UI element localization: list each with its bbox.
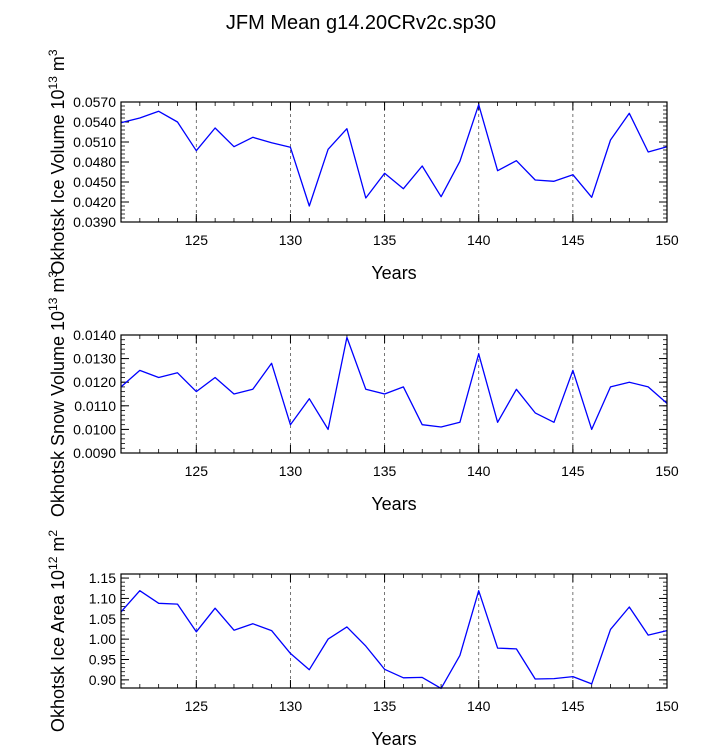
x-tick-label: 145 (561, 232, 585, 248)
x-tick-label: 145 (561, 698, 585, 714)
x-tick-label: 150 (655, 463, 679, 479)
x-tick-label: 140 (467, 698, 491, 714)
y-tick-label: 1.15 (89, 570, 116, 586)
y-tick-label: 0.90 (89, 672, 116, 688)
x-tick-label: 150 (655, 698, 679, 714)
y-axis-label: Okhotsk Snow Volume 1013 m3 (46, 271, 68, 517)
panel-3: 125 130 135 140 145 150 0.90 0.95 1.00 1.05 1.10 1.… (46, 530, 679, 748)
x-tick-label: 125 (185, 463, 209, 479)
x-tick-label: 135 (373, 463, 397, 479)
x-tick-label: 135 (373, 698, 397, 714)
x-axis-label: Years (371, 729, 416, 748)
x-tick-label: 135 (373, 232, 397, 248)
plot-frame (120, 573, 668, 689)
series-line (120, 590, 668, 690)
y-tick-label: 0.0100 (73, 421, 116, 437)
x-tick-label: 130 (279, 232, 303, 248)
y-tick-label: 1.10 (89, 590, 116, 606)
y-tick-label: 0.0540 (73, 114, 116, 130)
y-tick-label: 0.0110 (74, 398, 116, 414)
x-tick-label: 125 (185, 698, 209, 714)
y-tick-label: 1.05 (89, 611, 116, 627)
y-tick-label: 0.0390 (73, 214, 116, 230)
x-tick-label: 130 (279, 463, 303, 479)
y-tick-label: 0.0570 (73, 94, 116, 110)
y-tick-label: 0.0130 (73, 351, 116, 367)
y-tick-label: 0.95 (89, 652, 116, 668)
y-axis-label: Okhotsk Ice Area 1012 m2 (46, 530, 68, 732)
y-tick-label: 0.0120 (73, 374, 116, 390)
series-line (120, 336, 668, 431)
panel-2: 125 130 135 140 145 150 0.0090 0.0100 0.0110 0.01… (46, 271, 679, 517)
y-tick-label: 1.00 (89, 631, 116, 647)
y-tick-label: 0.0450 (73, 174, 116, 190)
x-tick-label: 145 (561, 463, 585, 479)
plot-frame (120, 101, 668, 223)
y-tick-label: 0.0090 (73, 445, 116, 461)
panel-1: 125 130 135 140 145 150 0.0390 0.0420 0.0450 0.04… (46, 49, 679, 283)
y-tick-label: 0.0510 (73, 134, 116, 150)
x-axis-label: Years (371, 494, 416, 514)
x-tick-label: 130 (279, 698, 303, 714)
y-tick-label: 0.0420 (73, 194, 116, 210)
x-tick-label: 125 (185, 232, 209, 248)
x-tick-label: 140 (467, 463, 491, 479)
y-axis-label: Okhotsk Ice Volume 1013 m3 (46, 49, 68, 274)
plot-frame (120, 334, 668, 454)
y-tick-label: 0.0480 (73, 154, 116, 170)
series-line (120, 104, 668, 207)
y-tick-label: 0.0140 (73, 327, 116, 343)
chart-title: JFM Mean g14.20CRv2c.sp30 (226, 12, 496, 34)
x-axis-label: Years (371, 263, 416, 283)
panels: 125 130 135 140 145 150 0.0390 0.0420 0.0450 0.04… (46, 49, 679, 748)
x-tick-label: 150 (655, 232, 679, 248)
x-tick-label: 140 (467, 232, 491, 248)
